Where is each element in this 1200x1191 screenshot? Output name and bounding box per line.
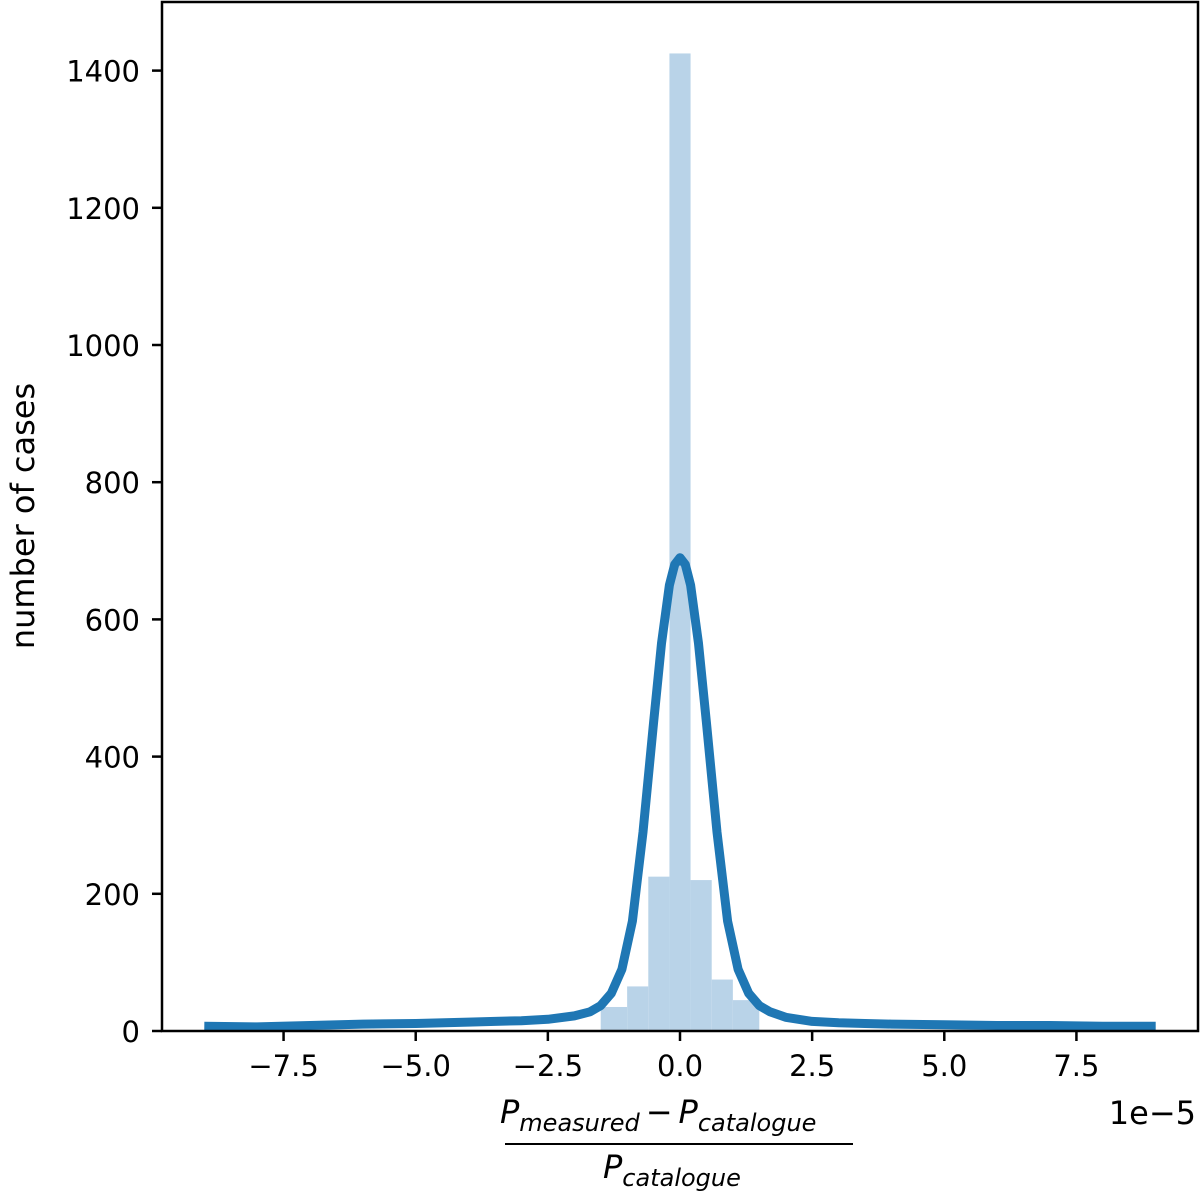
fitted-curve-line — [204, 553, 1156, 1032]
histogram-bar-2 — [648, 876, 670, 1031]
histogram-bars — [600, 53, 760, 1031]
y-tick-label: 400 — [85, 741, 140, 775]
y-tick-label: 1200 — [66, 192, 140, 226]
x-axis-label: Pmeasured − Pcatalogue Pcatalogue — [500, 1093, 853, 1191]
denominator-subscript: catalogue — [622, 1164, 741, 1191]
x-tick-label: −5.0 — [381, 1049, 451, 1083]
y-tick-label: 0 — [122, 1015, 140, 1049]
y-tick-label: 1000 — [66, 329, 140, 363]
y-tick-label: 800 — [85, 466, 140, 500]
fitted-curve-layer — [204, 553, 1156, 1032]
x-tick-label: 7.5 — [1053, 1049, 1099, 1083]
x-tick-label: 2.5 — [789, 1049, 835, 1083]
histogram-bar-4 — [690, 880, 712, 1031]
x-axis-ticks: −7.5 −5.0 −2.5 0.0 2.5 5.0 7.5 — [248, 1031, 1099, 1083]
numerator-subscript-right: catalogue — [698, 1109, 817, 1137]
histogram-bar-5 — [711, 979, 733, 1031]
x-axis-label-numerator: Pmeasured − Pcatalogue — [500, 1093, 816, 1137]
numerator-operator: − — [646, 1093, 673, 1131]
numerator-subscript-left: measured — [519, 1109, 640, 1137]
x-tick-label: −7.5 — [248, 1049, 318, 1083]
x-tick-label: 5.0 — [921, 1049, 967, 1083]
histogram-bar-0 — [600, 1006, 628, 1031]
x-tick-label: −2.5 — [513, 1049, 583, 1083]
x-tick-label: 0.0 — [657, 1049, 703, 1083]
y-axis-label: number of cases — [4, 383, 42, 649]
y-tick-label: 200 — [85, 878, 140, 912]
y-tick-label: 600 — [85, 603, 140, 637]
y-tick-label: 1400 — [66, 55, 140, 89]
denominator-symbol: P — [603, 1148, 623, 1186]
histogram-bar-1 — [627, 986, 649, 1031]
x-axis-label-denominator: Pcatalogue — [603, 1148, 741, 1191]
numerator-symbol-right: P — [679, 1093, 699, 1131]
histogram-bar-3 — [669, 53, 691, 1031]
x-axis-offset-text: 1e−5 — [1109, 1094, 1196, 1132]
numerator-symbol-left: P — [500, 1093, 520, 1131]
y-axis-ticks: 0 200 400 600 800 1000 1200 1400 — [66, 55, 162, 1049]
